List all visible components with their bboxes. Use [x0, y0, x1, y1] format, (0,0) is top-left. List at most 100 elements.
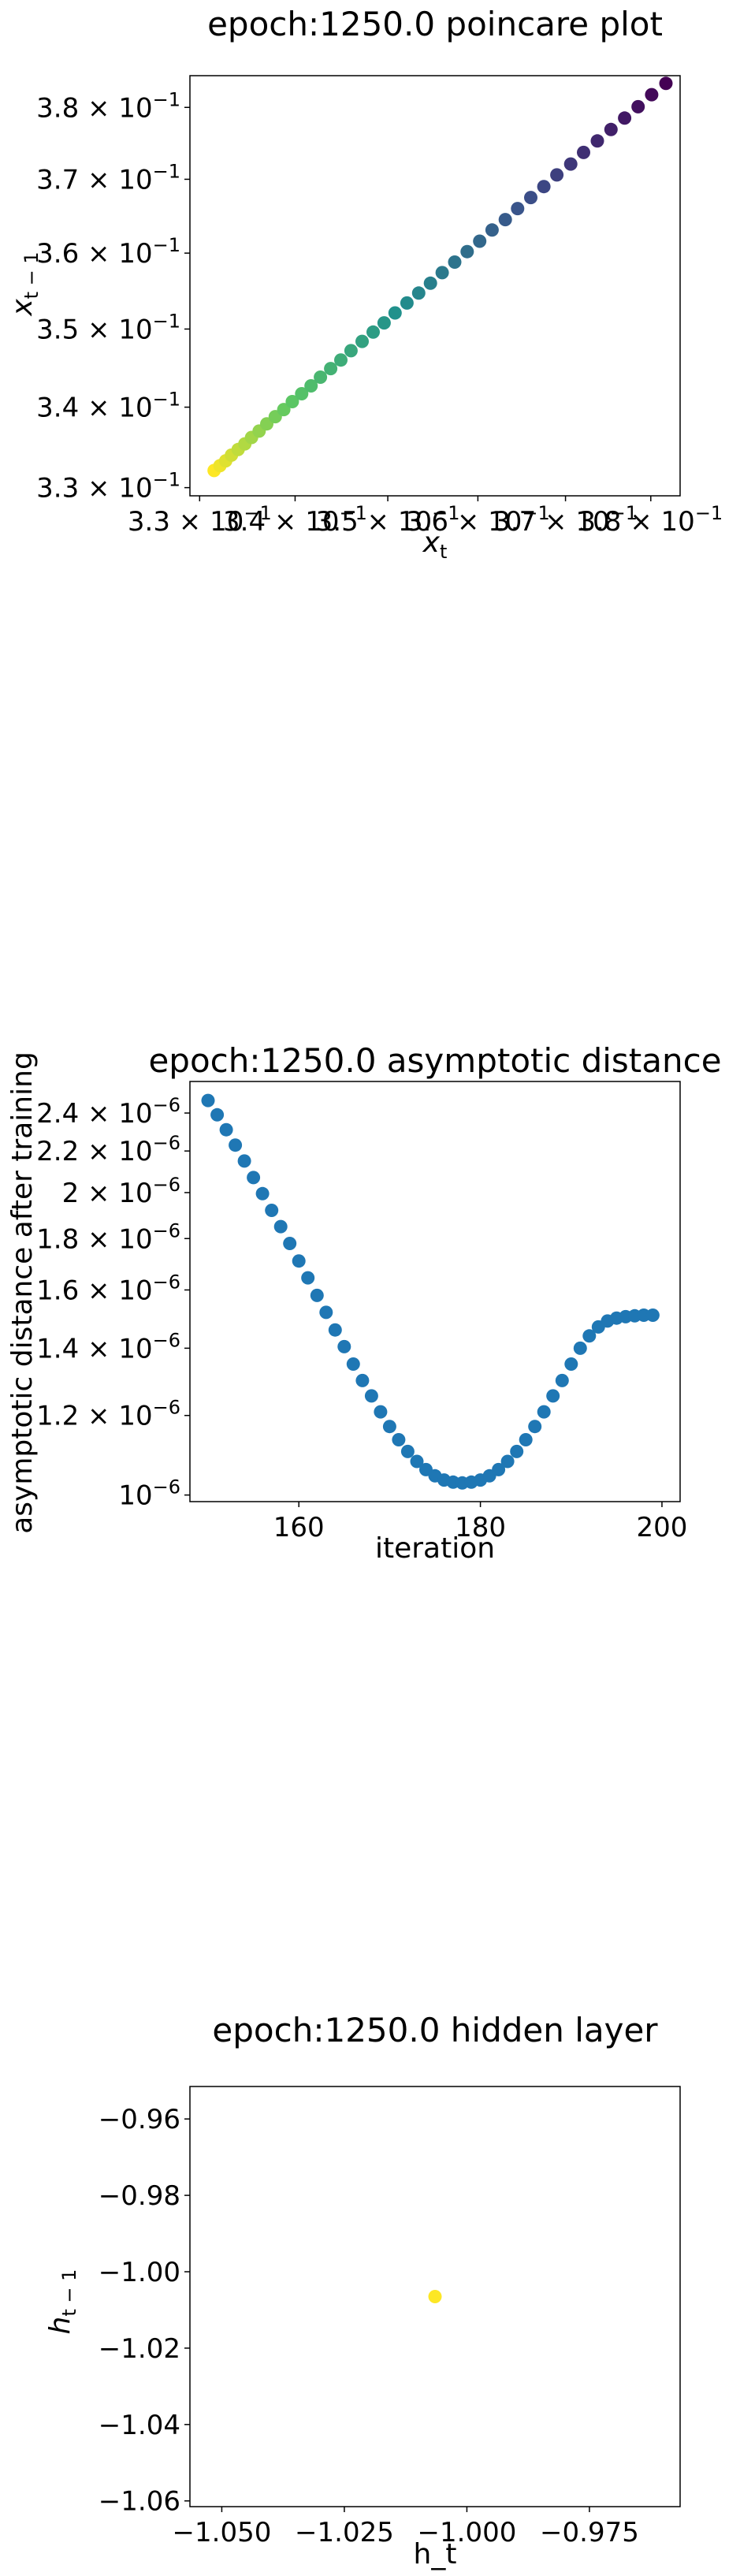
poincare-point	[550, 168, 564, 182]
poincare-point	[511, 202, 525, 216]
asymptotic-distance-point	[310, 1288, 324, 1302]
poincare-plot-points	[207, 76, 673, 478]
y-tick-label: −0.96	[99, 2104, 180, 2135]
poincare-plot-y-ticks: 3.3 × 10−1 3.4 × 10−1 3.5 × 10−1 3.6 × 10−1…	[36, 88, 190, 504]
x-tick-label: 3.8 × 10−1	[578, 502, 723, 538]
y-tick-label: −0.98	[99, 2180, 180, 2212]
asymptotic-distance-point	[582, 1329, 597, 1343]
y-tick-label: 3.7 × 10−1	[36, 160, 180, 195]
asymptotic-distance-point	[364, 1389, 378, 1403]
poincare-point	[590, 134, 604, 148]
asymptotic-distance-point	[492, 1462, 506, 1476]
poincare-point	[537, 180, 551, 194]
y-tick-label: 1.8 × 10−6	[36, 1219, 180, 1255]
asymptotic-distance-point	[510, 1444, 524, 1458]
asymptotic-distance-point	[528, 1420, 542, 1434]
poincare-point	[604, 122, 618, 136]
asymptotic-distance-point	[355, 1373, 370, 1387]
asymptotic-distance-point	[219, 1122, 233, 1137]
asymptotic-distance-panel: epoch:1250.0 asymptotic distance 10−6 1.2…	[6, 1041, 722, 1565]
asymptotic-distance-point	[546, 1389, 560, 1403]
y-tick-label: 3.8 × 10−1	[36, 88, 180, 124]
hidden-layer-points	[428, 2290, 442, 2303]
y-tick-label: 1.4 × 10−6	[36, 1329, 180, 1364]
poincare-plot-x-axis-label: xt	[422, 527, 448, 563]
asymptotic-distance-point	[255, 1186, 270, 1201]
poincare-plot-x-ticks: 3.3 × 10−13.4 × 10−13.5 × 10−13.6 × 10−1…	[128, 496, 723, 538]
poincare-point	[304, 379, 318, 393]
poincare-point	[524, 191, 537, 205]
asymptotic-distance-point	[328, 1323, 342, 1337]
asymptotic-distance-point	[237, 1154, 251, 1168]
poincare-point	[295, 387, 309, 400]
poincare-point	[645, 87, 659, 102]
x-tick-label: 3.4 × 10−1	[223, 502, 367, 538]
y-tick-label: 3.5 × 10−1	[36, 310, 180, 345]
poincare-plot-title: epoch:1250.0 poincare plot	[207, 5, 663, 43]
hidden-layer-x-ticks: −1.050 −1.025 −1.000 −0.975	[173, 2507, 639, 2548]
y-tick-label: 10−6	[118, 1476, 180, 1512]
poincare-point	[400, 296, 414, 310]
poincare-point	[460, 244, 474, 259]
poincare-point	[411, 286, 426, 300]
asymptotic-distance-point	[201, 1093, 215, 1107]
x-tick-label: 180	[455, 1512, 506, 1543]
asymptotic-distance-point	[519, 1433, 533, 1446]
poincare-point	[277, 403, 291, 417]
poincare-point	[498, 213, 512, 227]
x-tick-label: −1.050	[173, 2517, 272, 2548]
x-tick-label: 3.6 × 10−1	[406, 502, 550, 538]
poincare-point	[344, 344, 358, 358]
x-tick-label: 3.3 × 10−1	[128, 502, 272, 538]
y-tick-label: 3.6 × 10−1	[36, 234, 180, 270]
poincare-point	[334, 353, 348, 367]
asymptotic-distance-point	[265, 1204, 279, 1217]
poincare-point	[485, 223, 499, 237]
y-tick-label: −1.06	[99, 2486, 180, 2518]
y-tick-label: 2 × 10−6	[62, 1174, 180, 1209]
poincare-point	[473, 234, 487, 248]
asymptotic-distance-frame	[189, 1081, 681, 1502]
asymptotic-distance-point	[645, 1308, 660, 1322]
y-tick-label: 2.4 × 10−6	[36, 1094, 180, 1130]
y-tick-label: 2.2 × 10−6	[36, 1132, 180, 1167]
poincare-point	[448, 255, 462, 269]
poincare-point	[577, 145, 590, 159]
asymptotic-distance-point	[573, 1341, 587, 1355]
poincare-point	[659, 76, 673, 91]
asymptotic-distance-point	[537, 1405, 551, 1419]
asymptotic-distance-point	[229, 1138, 243, 1152]
x-tick-label: −1.000	[418, 2517, 517, 2548]
x-tick-label: 160	[273, 1512, 325, 1543]
poincare-point	[435, 266, 449, 280]
poincare-point	[314, 370, 328, 384]
poincare-point	[631, 99, 645, 114]
asymptotic-distance-point	[346, 1357, 360, 1371]
asymptotic-distance-point	[301, 1271, 315, 1285]
x-tick-label: 3.5 × 10−1	[316, 502, 460, 538]
asymptotic-distance-points	[201, 1093, 660, 1490]
x-tick-label: 3.7 × 10−1	[493, 502, 638, 538]
asymptotic-distance-x-axis-label: iteration	[375, 1532, 495, 1565]
asymptotic-distance-point	[374, 1405, 388, 1419]
y-tick-label: −1.00	[99, 2257, 180, 2288]
asymptotic-distance-point	[337, 1339, 351, 1353]
asymptotic-distance-point	[247, 1171, 261, 1185]
poincare-plot-y-axis-label: xt − 1	[6, 251, 43, 316]
poincare-point	[324, 362, 338, 376]
asymptotic-distance-title: epoch:1250.0 asymptotic distance	[148, 1041, 721, 1080]
hidden-layer-point	[428, 2290, 442, 2303]
poincare-point	[366, 325, 380, 339]
poincare-point	[355, 334, 369, 348]
asymptotic-distance-point	[564, 1357, 578, 1371]
poincare-point	[388, 306, 402, 320]
poincare-point	[423, 276, 437, 290]
asymptotic-distance-point	[500, 1454, 515, 1469]
asymptotic-distance-point	[292, 1254, 306, 1268]
x-tick-label: 200	[637, 1512, 688, 1543]
asymptotic-distance-y-ticks: 10−6 1.2 × 10−6 1.4 × 10−6 1.6 × 10−6 1.8 × …	[36, 1094, 190, 1512]
hidden-layer-panel: epoch:1250.0 hidden layer −1.06−1.04−1.0…	[44, 2011, 681, 2570]
asymptotic-distance-point	[210, 1107, 225, 1122]
asymptotic-distance-point	[283, 1237, 297, 1250]
